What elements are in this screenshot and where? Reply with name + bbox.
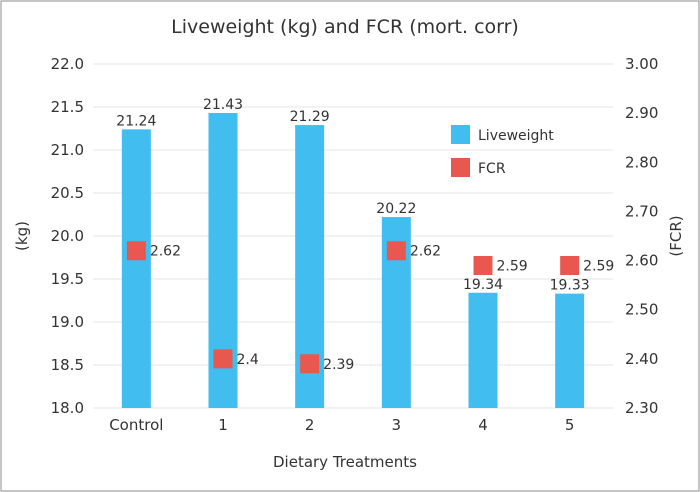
bar-value-label: 19.34 [463,277,503,293]
legend-swatch [451,158,470,177]
legend: Liveweight FCR [451,125,554,177]
marker-fcr [213,349,233,369]
y-tick-label: 18.0 [51,399,84,417]
x-tick-label: 3 [392,416,402,434]
marker-value-label: 2.59 [497,258,528,274]
legend-label: FCR [478,161,506,177]
y-axis-title: (kg) [13,221,31,251]
y-tick-label: 18.5 [51,356,84,374]
y-tick-label: 22.0 [51,55,84,73]
x-tick-label: Control [109,416,163,434]
marker-value-label: 2.62 [410,244,441,260]
x-tick-label: 1 [218,416,228,434]
chart-title: Liveweight (kg) and FCR (mort. corr) [171,16,519,38]
marker-fcr [473,255,493,275]
bar-value-label: 21.24 [116,113,156,129]
marker-value-label: 2.39 [323,357,354,373]
bar-value-label: 21.43 [203,97,243,113]
marker-fcr [560,255,580,275]
y2-tick-label: 2.30 [625,399,658,417]
bar-value-label: 21.29 [290,109,330,125]
x-tick-label: 5 [565,416,575,434]
marker-fcr [300,354,320,374]
bar-value-label: 20.22 [376,201,416,217]
y2-tick-label: 3.00 [625,55,658,73]
bar-liveweight [121,129,151,409]
marker-fcr [386,241,406,261]
legend-swatch [451,125,470,144]
y-tick-label: 21.5 [51,98,84,116]
bar-liveweight [468,292,498,408]
y2-axis-title: (FCR) [667,215,685,256]
x-axis: Control 1 2 3 4 5 [109,416,574,434]
right-axis: 2.30 2.40 2.50 2.60 2.70 2.80 2.90 3.00 [625,55,658,417]
marker-value-label: 2.62 [150,244,181,260]
bar-value-label: 19.33 [550,278,590,294]
y2-tick-label: 2.60 [625,252,658,270]
left-axis: 18.0 18.5 19.0 19.5 20.0 20.5 21.0 21.5 22.0 [51,55,84,417]
y2-tick-label: 2.40 [625,350,658,368]
x-axis-title: Dietary Treatments [273,453,417,471]
marker-fcr [126,241,146,261]
y-tick-label: 21.0 [51,141,84,159]
x-tick-label: 4 [478,416,488,434]
data-labels: 21.24 21.43 21.29 20.22 19.34 19.33 2.62 2.4 2.3… [116,97,614,373]
y-tick-label: 19.5 [51,270,84,288]
legend-label: Liveweight [478,128,554,144]
marker-series [126,241,580,374]
y2-tick-label: 2.70 [625,202,658,220]
y-tick-label: 19.0 [51,313,84,331]
marker-value-label: 2.4 [237,352,259,368]
y-tick-label: 20.0 [51,227,84,245]
y2-tick-label: 2.50 [625,301,658,319]
y2-tick-label: 2.80 [625,153,658,171]
y2-tick-label: 2.90 [625,104,658,122]
bar-liveweight [555,293,585,408]
y-tick-label: 20.5 [51,184,84,202]
gridlines [93,63,613,409]
x-tick-label: 2 [305,416,315,434]
marker-value-label: 2.59 [583,258,614,274]
